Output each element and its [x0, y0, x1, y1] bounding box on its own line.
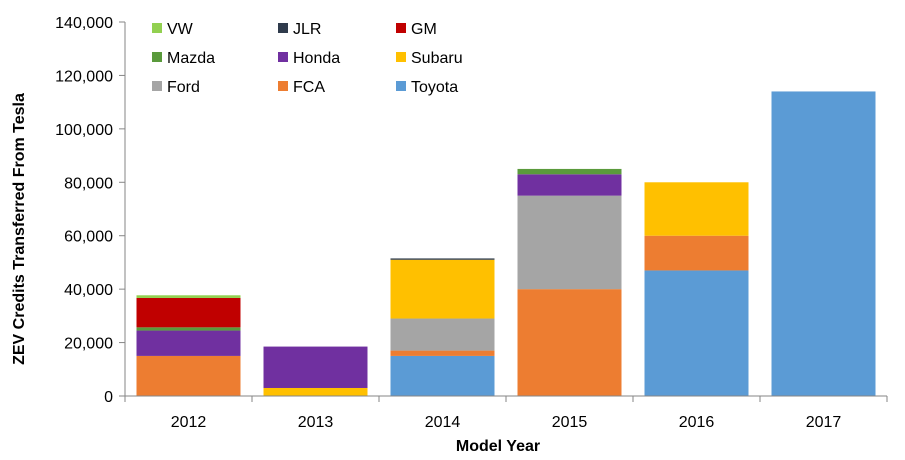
bar-toyota-2017 [771, 91, 876, 396]
y-tick-label: 20,000 [64, 336, 113, 353]
bar-fca-2014 [390, 350, 495, 356]
y-tick-label: 0 [104, 389, 113, 406]
legend-swatch-jlr [278, 23, 288, 33]
legend-swatch-toyota [396, 81, 406, 91]
y-tick-label: 60,000 [64, 229, 113, 246]
bar-vw-2012 [136, 295, 241, 298]
bar-subaru-2013 [263, 387, 368, 396]
x-tick-label: 2015 [552, 414, 588, 431]
legend-swatch-subaru [396, 52, 406, 62]
x-tick-label: 2012 [171, 414, 207, 431]
y-tick-label: 140,000 [55, 15, 113, 32]
bar-honda-2015 [517, 174, 622, 196]
y-axis-title: ZEV Credits Transferred From Tesla [11, 93, 28, 365]
bar-ford-2015 [517, 195, 622, 290]
axes-layer: 0 20,000 40,000 60,000 80,000 100,000 120,000 1… [11, 15, 888, 455]
y-tick-label: 100,000 [55, 122, 113, 139]
bar-mazda-2012 [136, 327, 241, 331]
legend-swatch-ford [152, 81, 162, 91]
legend-swatch-fca [278, 81, 288, 91]
legend-swatch-gm [396, 23, 406, 33]
y-tick-label: 40,000 [64, 282, 113, 299]
legend-label-mazda: Mazda [167, 50, 215, 67]
y-tick-label: 120,000 [55, 68, 113, 85]
bar-honda-2013 [263, 346, 368, 388]
bar-subaru-2016 [644, 182, 749, 236]
bar-fca-2016 [644, 235, 749, 271]
bar-toyota-2016 [644, 270, 749, 396]
legend-label-fca: FCA [293, 79, 325, 96]
x-tick-label: 2013 [298, 414, 334, 431]
bar-fca-2012 [136, 355, 241, 396]
bar-ford-2014 [390, 318, 495, 351]
bar-toyota-2014 [390, 355, 495, 396]
legend-label-gm: GM [411, 21, 437, 38]
y-tick-label: 80,000 [64, 175, 113, 192]
legend: VW JLR GM Mazda Honda Subaru Ford FCA Toyota [152, 21, 463, 96]
legend-swatch-vw [152, 23, 162, 33]
bar-subaru-2014 [390, 259, 495, 319]
bar-honda-2012 [136, 330, 241, 356]
legend-label-subaru: Subaru [411, 50, 463, 67]
bar-jlr-2014 [390, 258, 495, 260]
legend-label-ford: Ford [167, 79, 200, 96]
x-tick-label: 2014 [425, 414, 461, 431]
bar-mazda-2015 [517, 168, 622, 175]
legend-label-honda: Honda [293, 50, 340, 67]
x-axis-title: Model Year [456, 438, 540, 455]
legend-label-vw: VW [167, 21, 194, 38]
legend-swatch-honda [278, 52, 288, 62]
bar-gm-2012 [136, 297, 241, 328]
legend-swatch-mazda [152, 52, 162, 62]
bar-fca-2015 [517, 289, 622, 396]
x-tick-label: 2017 [806, 414, 842, 431]
x-tick-label: 2016 [679, 414, 715, 431]
legend-label-jlr: JLR [293, 21, 321, 38]
bars-layer [136, 91, 876, 396]
legend-label-toyota: Toyota [411, 79, 458, 96]
